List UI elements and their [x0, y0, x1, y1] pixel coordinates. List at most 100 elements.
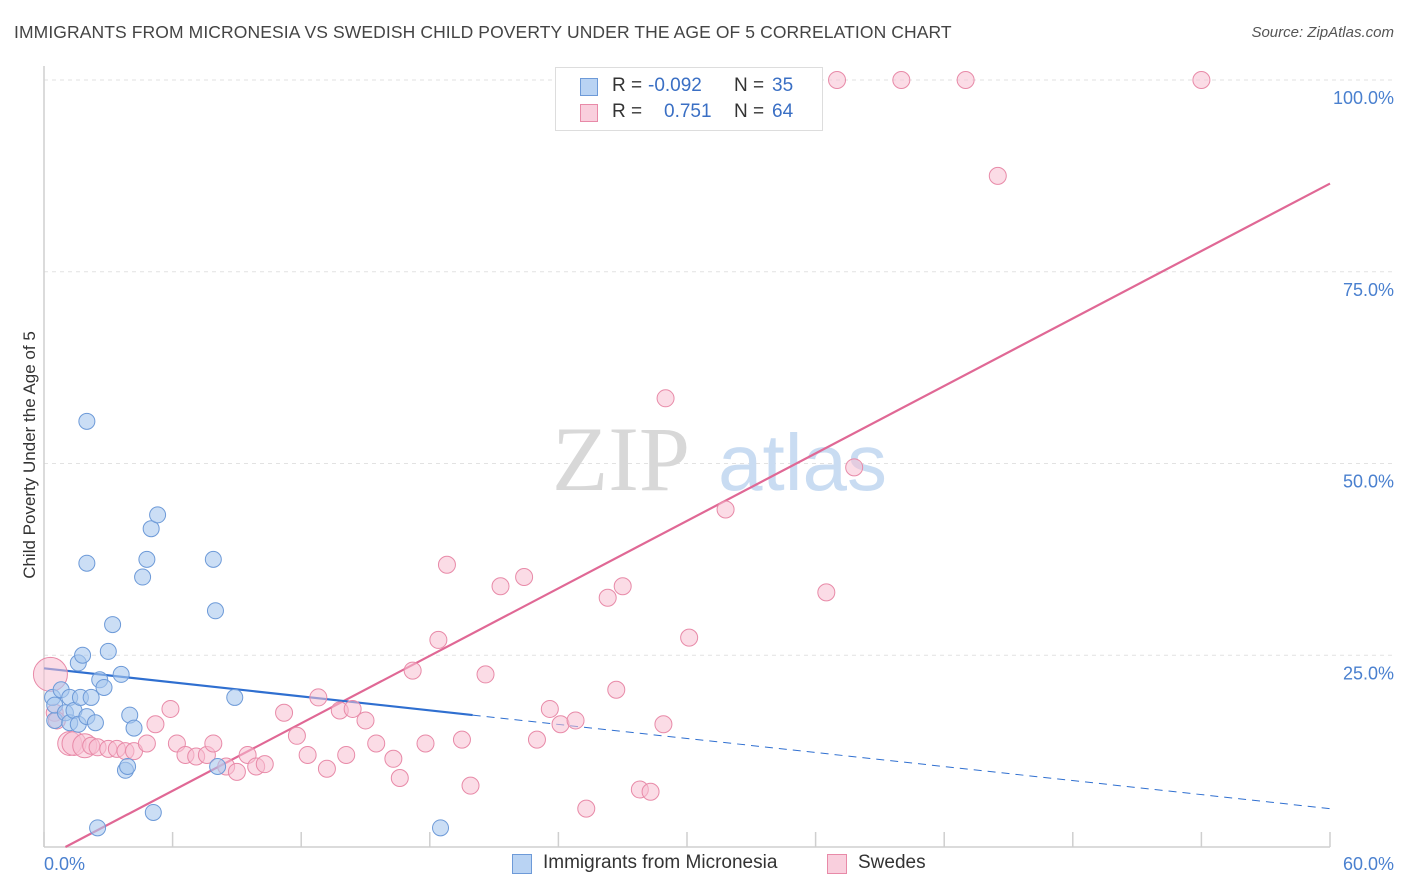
swedes-point [309, 688, 328, 707]
x-tick-label: 60.0% [1343, 854, 1394, 874]
micronesia-point [209, 757, 227, 775]
y-tick-label: 75.0% [1343, 280, 1394, 300]
swedes-point [255, 755, 274, 774]
swedes-point [845, 458, 864, 477]
micronesia-point [142, 520, 160, 538]
swedes-point [343, 699, 362, 718]
swedes-point [641, 782, 660, 801]
swedes-point [204, 734, 223, 753]
micronesia-point [74, 646, 92, 664]
micronesia-point [149, 506, 167, 524]
swedes-point [527, 730, 546, 749]
swedes-point [437, 555, 456, 574]
y-axis-label: Child Poverty Under the Age of 5 [20, 331, 39, 579]
swedes-point [384, 749, 403, 768]
swedes-point [656, 389, 675, 408]
swedes-point [390, 768, 409, 787]
swedes-point [146, 715, 165, 734]
watermark-zip: ZIP [552, 408, 690, 510]
gridlines [44, 79, 1395, 656]
micronesia-point [226, 688, 244, 706]
micronesia-point [112, 665, 130, 683]
swedes-point [1192, 71, 1211, 89]
micronesia-point [432, 819, 450, 837]
swedes-point [476, 665, 495, 684]
swedes-point [607, 680, 626, 699]
swedes-point [227, 762, 246, 781]
swedes-point [429, 630, 448, 649]
tick-labels: 25.0% 50.0% 75.0% 100.0% 0.0% 60.0% [44, 88, 1394, 874]
micronesia-point [138, 550, 156, 568]
micronesia-point [82, 688, 100, 706]
y-tick-label: 25.0% [1343, 663, 1394, 683]
swedes-point [298, 745, 317, 764]
micronesia-point [99, 642, 117, 660]
swedes-trend-line [64, 182, 1331, 848]
legend-row-pink: R = 0.751 N = 64 [556, 101, 822, 127]
legend-n-value: 35 [772, 75, 794, 96]
legend-n-label: N = [734, 75, 765, 96]
swedes-point [416, 734, 435, 753]
micronesia-point [125, 719, 143, 737]
swedes-point [892, 71, 911, 89]
micronesia-point [89, 819, 107, 837]
swedes-point [367, 734, 386, 753]
micronesia-point [144, 803, 162, 821]
watermark: ZIP atlas [552, 408, 887, 510]
swedes-point [403, 661, 422, 680]
swedes-point [540, 699, 559, 718]
micronesia-point [78, 554, 96, 572]
micronesia-point [104, 616, 122, 634]
swedes-point [515, 568, 534, 587]
correlation-legend: R = -0.092 N = 35 R = 0.751 N = 64 [555, 67, 823, 131]
swedes-point [613, 577, 632, 596]
axes [43, 66, 1331, 848]
micronesia-point [119, 757, 137, 775]
swedes-point [137, 734, 156, 753]
y-tick-label: 100.0% [1333, 88, 1394, 108]
swedes-point [566, 711, 585, 730]
swedes-point [452, 730, 471, 749]
swedes-point [680, 628, 699, 647]
micronesia-points [44, 412, 450, 837]
x-tick-label: 0.0% [44, 854, 85, 874]
swedes-point [461, 776, 480, 795]
trend-lines [43, 182, 1331, 848]
legend-r-label: R = [612, 101, 643, 122]
swedes-point [551, 715, 570, 734]
legend-n-value: 64 [772, 101, 794, 122]
micronesia-point [206, 602, 224, 620]
swedes-point [577, 799, 596, 818]
bottom-legend-label-pink: Swedes [858, 852, 926, 873]
y-tick-label: 50.0% [1343, 472, 1394, 492]
bottom-legend-label-blue: Immigrants from Micronesia [543, 852, 778, 873]
chart-title: IMMIGRANTS FROM MICRONESIA VS SWEDISH CH… [14, 22, 952, 42]
swedes-point [828, 71, 847, 89]
micronesia-point [95, 678, 113, 696]
swedes-point [161, 699, 180, 718]
swedes-point [491, 577, 510, 596]
legend-swatch-pink [580, 104, 598, 122]
micronesia-point [86, 714, 104, 732]
swedes-point [356, 711, 375, 730]
source-label: Source: ZipAtlas.com [1251, 24, 1394, 41]
legend-swatch-blue [580, 78, 598, 96]
micronesia-point [204, 550, 222, 568]
bottom-legend-swatch-blue [512, 854, 532, 874]
legend-r-value: 0.751 [664, 101, 712, 122]
swedes-point [817, 583, 836, 602]
legend-r-label: R = [612, 75, 643, 96]
legend-row-blue: R = -0.092 N = 35 [556, 75, 822, 101]
swedes-point [956, 71, 975, 89]
legend-r-value: -0.092 [648, 75, 702, 96]
micronesia-point [78, 412, 96, 430]
micronesia-trend-line-extension [472, 714, 1331, 810]
swedes-point [317, 759, 336, 778]
swedes-point [337, 745, 356, 764]
legend-n-label: N = [734, 101, 765, 122]
swedes-point [716, 500, 735, 519]
swedes-point [598, 588, 617, 607]
micronesia-point [134, 568, 152, 586]
swedes-point [275, 703, 294, 722]
